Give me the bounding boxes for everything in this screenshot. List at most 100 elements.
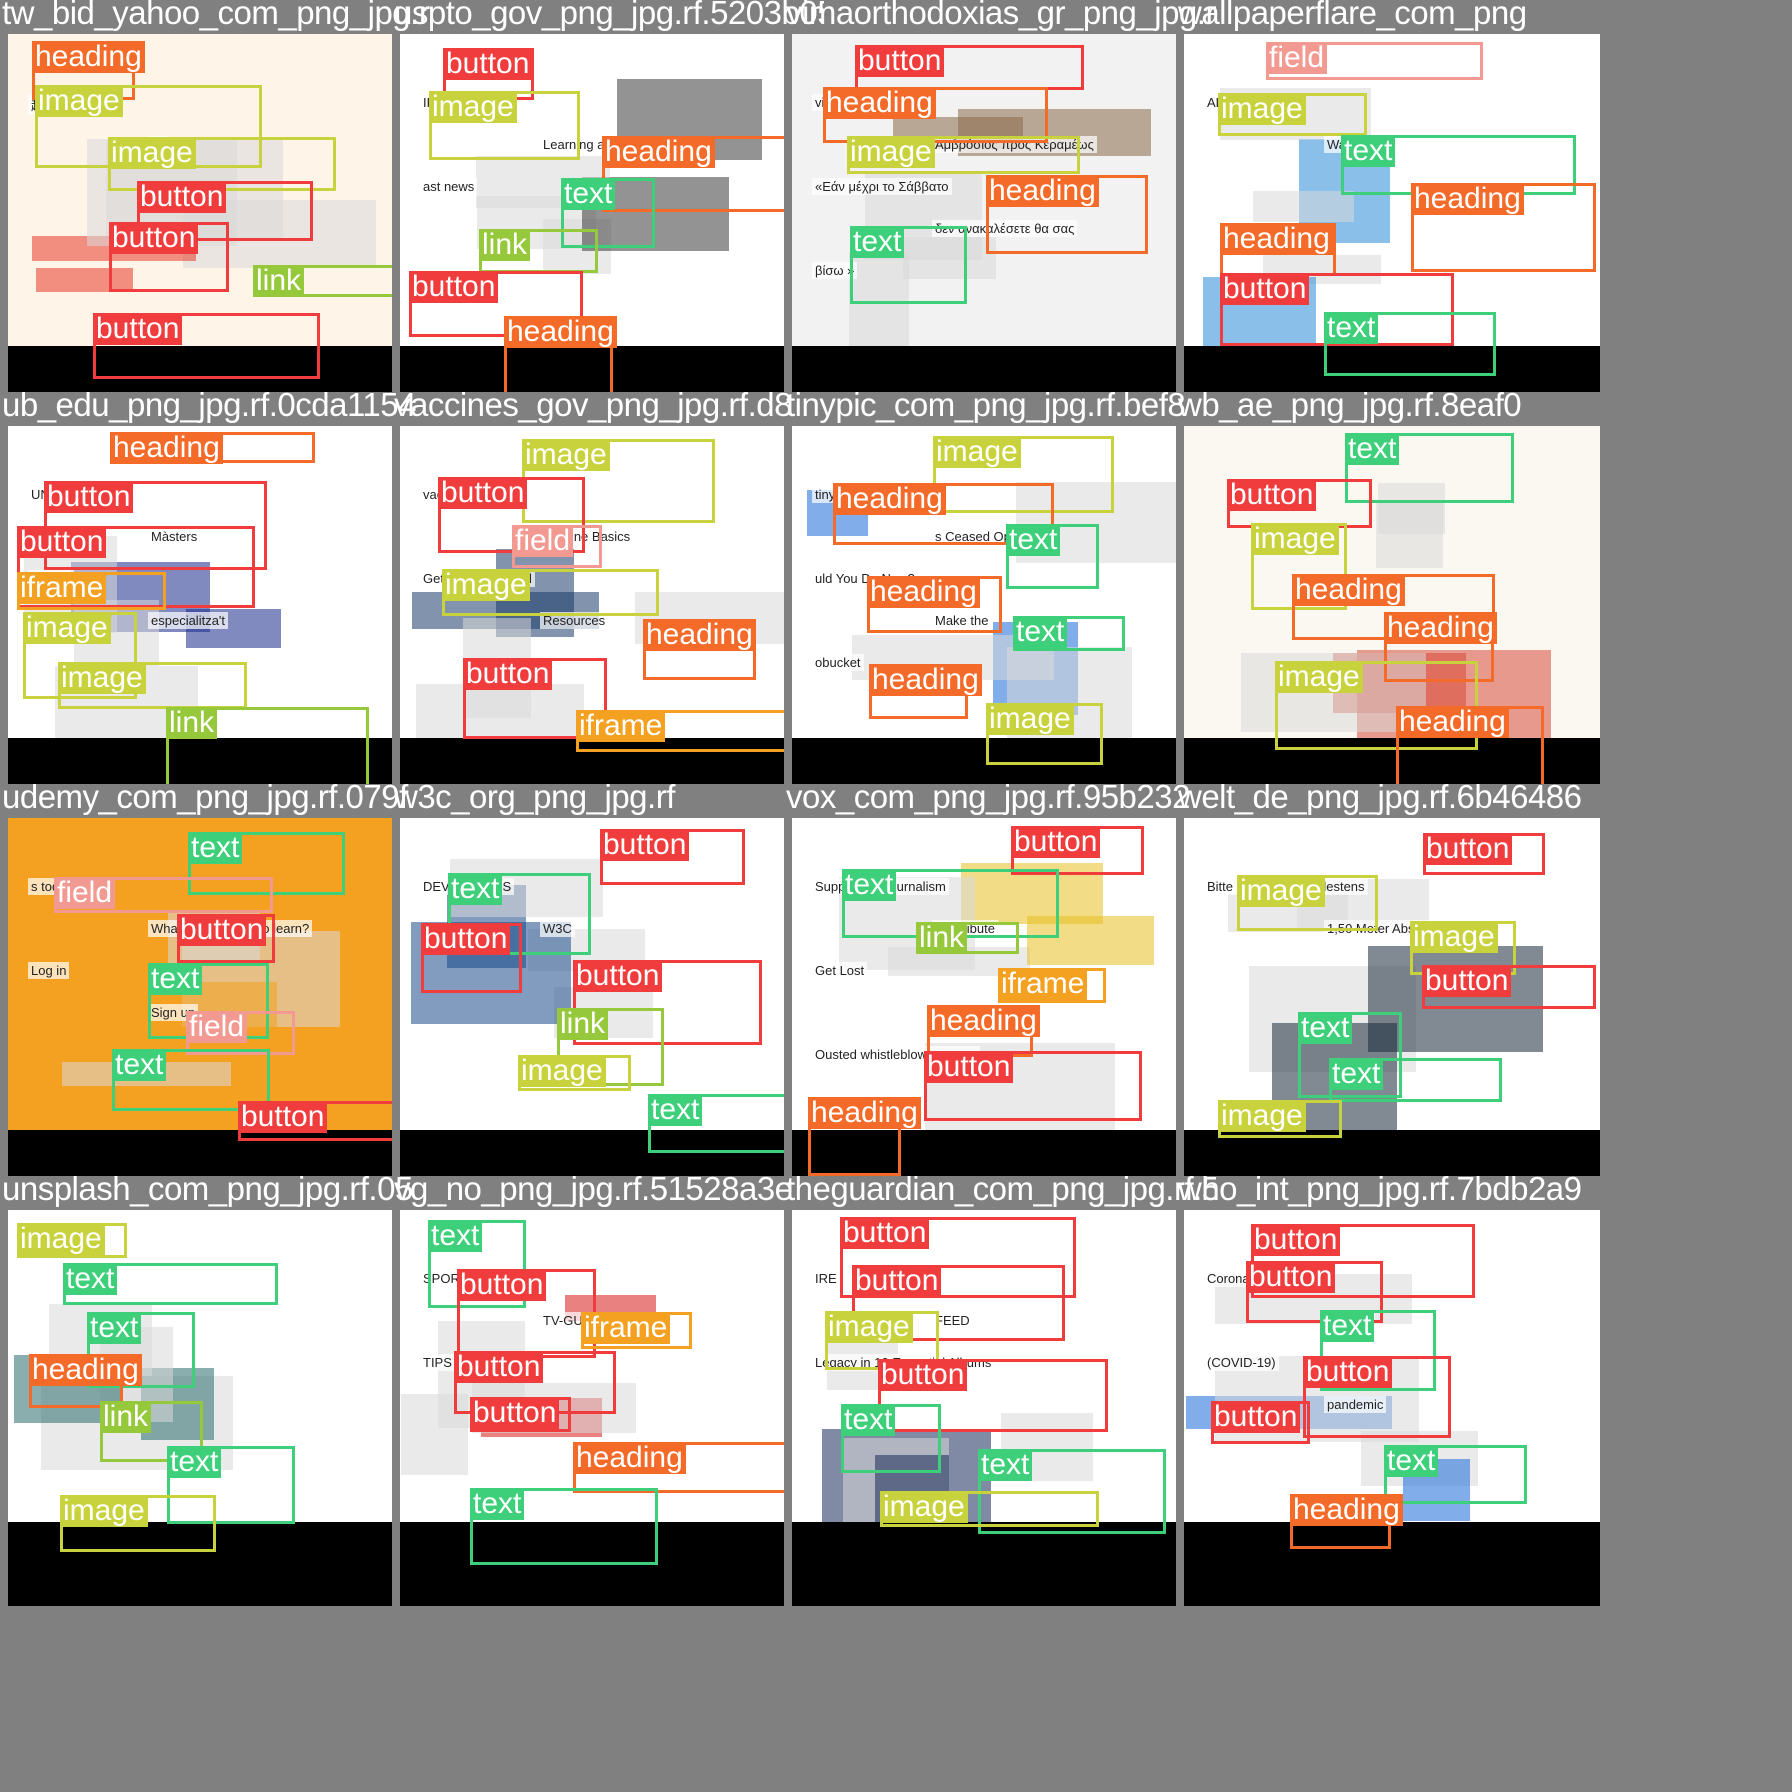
- text-annotation-label: text: [470, 1488, 525, 1520]
- screenshot-tile: SPORTEN TV-GUIDE TIPS OSS text button iframe b…: [392, 1176, 824, 1608]
- image-annotation-label: image: [60, 1495, 148, 1527]
- image-annotation-label: image: [1218, 93, 1306, 125]
- iframe-annotation-label: iframe: [998, 968, 1088, 1000]
- screenshot-tile: IP PolicyLearning and Resourcesast newsb…: [392, 0, 824, 432]
- button-annotation-label: button: [93, 313, 183, 345]
- text-annotation-box: [1320, 1310, 1436, 1391]
- field-annotation-label: field: [512, 525, 574, 557]
- button-annotation-label: button: [421, 923, 511, 955]
- text-annotation-box: [850, 226, 967, 304]
- image-annotation-label: image: [17, 1223, 105, 1255]
- image-annotation-label: image: [429, 91, 517, 123]
- screenshot-thumbnail: SPORTEN TV-GUIDE TIPS OSS: [400, 1210, 816, 1556]
- heading-annotation-label: heading: [602, 136, 715, 168]
- thumbnail-text: Resources: [540, 612, 609, 629]
- text-annotation-label: text: [1013, 616, 1068, 648]
- heading-annotation-label: heading: [643, 619, 756, 651]
- thumbnail-text: Make the: [932, 612, 992, 629]
- text-annotation-box: [1345, 433, 1514, 503]
- thumbnail-text: W3C: [540, 920, 575, 937]
- image-annotation-label: image: [847, 136, 935, 168]
- button-annotation-label: button: [1303, 1356, 1393, 1388]
- text-annotation-label: text: [428, 1220, 483, 1252]
- screenshot-tile: ALLPAPERWallpapersfieldimagetextheadingh…: [1176, 0, 1608, 432]
- button-annotation-label: button: [855, 45, 945, 77]
- button-annotation-label: button: [238, 1101, 328, 1133]
- image-annotation-box: [933, 436, 1114, 513]
- thumbnail-text: Màsters: [148, 528, 201, 545]
- thumbnail-text: δεν ανακαλέσετε θα σας: [932, 220, 1078, 237]
- button-annotation-label: button: [457, 1269, 547, 1301]
- text-annotation-label: text: [1320, 1310, 1375, 1342]
- thumbnail-block: [1027, 916, 1154, 965]
- heading-annotation-label: heading: [1384, 612, 1497, 644]
- heading-annotation-label: heading: [823, 87, 936, 119]
- heading-annotation-label: heading: [869, 664, 982, 696]
- text-annotation-label: text: [1298, 1012, 1353, 1044]
- heading-annotation-label: heading: [1411, 183, 1524, 215]
- thumbnail-text: FEED: [932, 1312, 973, 1329]
- text-annotation-label: text: [448, 873, 503, 905]
- iframe-annotation-label: iframe: [576, 710, 666, 742]
- field-annotation-label: field: [186, 1011, 248, 1043]
- tile-filename: vimaorthodoxias_gr_png_jpg.rf.2dcb4fdcbd…: [786, 0, 1216, 31]
- button-annotation-label: button: [17, 526, 107, 558]
- button-annotation-box: [17, 526, 255, 608]
- button-annotation-label: button: [840, 1217, 930, 1249]
- image-annotation-label: image: [1218, 1100, 1306, 1132]
- button-annotation-label: button: [454, 1351, 544, 1383]
- text-annotation-label: text: [188, 832, 243, 864]
- image-annotation-label: image: [1275, 661, 1363, 693]
- image-annotation-label: image: [1251, 523, 1339, 555]
- image-annotation-label: image: [825, 1311, 913, 1343]
- tile-filename: vaccines_gov_png_jpg.rf.d8: [394, 392, 792, 423]
- button-annotation-label: button: [443, 48, 533, 80]
- heading-annotation-label: heading: [867, 576, 980, 608]
- text-annotation-label: text: [63, 1263, 118, 1295]
- button-annotation-label: button: [409, 271, 499, 303]
- button-annotation-box: [924, 1051, 1142, 1121]
- screenshot-tile: DEVELOPERSW3Cbuttontextbuttonbuttonlinki…: [392, 784, 824, 1216]
- tile-filename: vox_com_png_jpg.rf.95b232: [786, 784, 1190, 815]
- image-annotation-label: image: [1237, 875, 1325, 907]
- screenshot-tile: vimaorthodoxias.grΑμβρόσιος προς Κεραμέω…: [784, 0, 1216, 432]
- text-annotation-box: [167, 1446, 295, 1524]
- screenshot-tile: Coronavirusdisease(COVID-19)pandemicbutt…: [1176, 1176, 1608, 1608]
- button-annotation-label: button: [1422, 965, 1512, 997]
- tile-filename: vg_no_png_jpg.rf.51528a3e: [394, 1176, 793, 1207]
- thumbnail-text: βίσω »: [812, 262, 858, 279]
- heading-annotation-label: heading: [1396, 706, 1509, 738]
- screenshot-tile: text button image heading heading image headin…: [1176, 392, 1608, 824]
- button-annotation-label: button: [600, 829, 690, 861]
- button-annotation-box: [44, 481, 267, 570]
- tile-filename: welt_de_png_jpg.rf.6b46486: [1178, 784, 1582, 815]
- image-annotation-label: image: [442, 569, 530, 601]
- screenshot-tile: UNIVERSITATMàstersoficialsespecialitza't…: [0, 392, 432, 824]
- thumbnail-text: pandemic: [1324, 1396, 1387, 1413]
- button-annotation-label: button: [573, 960, 663, 992]
- thumbnail-block: [1378, 483, 1445, 534]
- image-annotation-label: image: [880, 1491, 968, 1523]
- text-annotation-label: text: [1329, 1058, 1384, 1090]
- thumbnail-text: Sign up: [148, 1004, 199, 1021]
- button-annotation-label: button: [438, 477, 528, 509]
- image-annotation-label: image: [58, 662, 146, 694]
- button-annotation-label: button: [1251, 1224, 1341, 1256]
- button-annotation-label: button: [1423, 833, 1513, 865]
- button-annotation-label: button: [1246, 1261, 1336, 1293]
- button-annotation-label: button: [470, 1397, 560, 1429]
- thumbnail-text: IRE: [812, 1270, 840, 1287]
- link-annotation-label: link: [479, 229, 531, 261]
- tile-filename: unsplash_com_png_jpg.rf.05: [2, 1176, 413, 1207]
- image-annotation-label: image: [35, 85, 123, 117]
- heading-annotation-label: heading: [1292, 574, 1405, 606]
- iframe-annotation-label: iframe: [17, 572, 107, 604]
- link-annotation-label: link: [557, 1008, 609, 1040]
- text-annotation-box: [1324, 312, 1496, 376]
- text-annotation-label: text: [148, 963, 203, 995]
- button-annotation-box: [573, 960, 762, 1045]
- image-annotation-label: image: [933, 436, 1021, 468]
